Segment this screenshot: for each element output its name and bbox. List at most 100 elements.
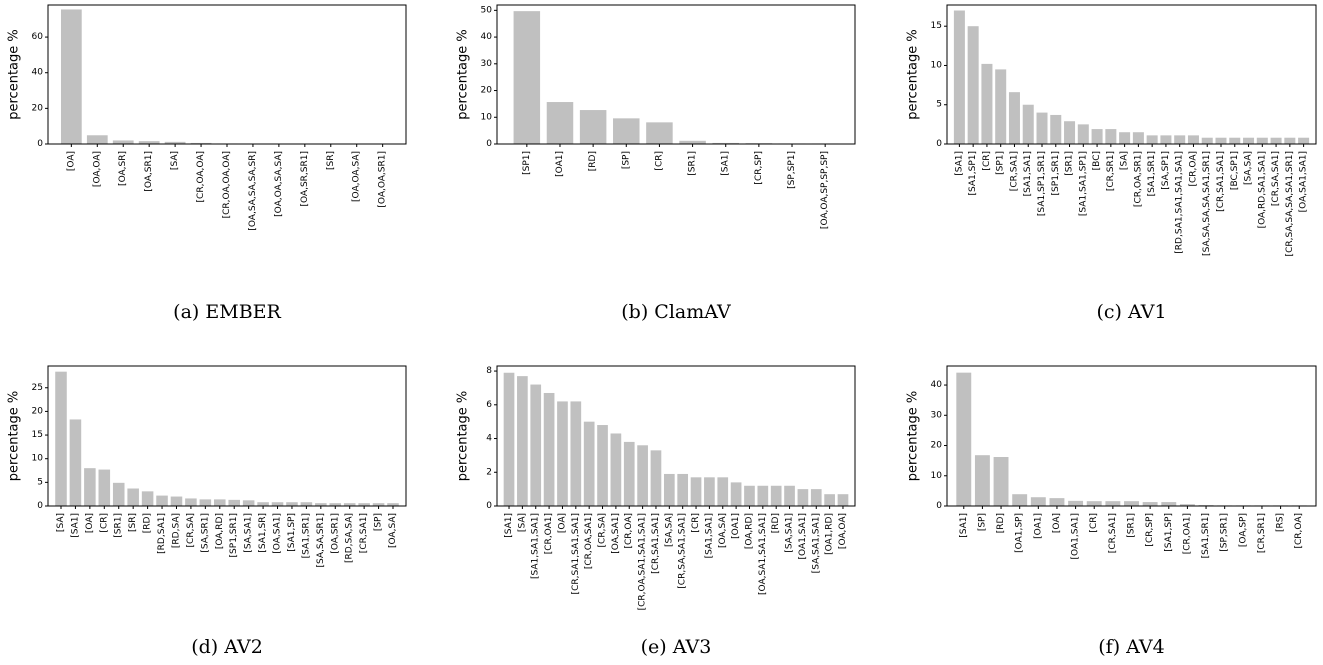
bar: [60, 9, 82, 145]
x-tick-label: [OA,SA]: [718, 513, 728, 548]
y-tick-label: 0: [37, 139, 43, 149]
chart-panel-4: [SA] [SA1] [OA] [CR] [SR1] [SR] [RD] [RD,SA1] [R…: [7, 365, 407, 658]
bar: [744, 485, 755, 506]
bar: [1132, 132, 1144, 144]
x-tick-label: [SA,SA1]: [244, 513, 254, 553]
x-tick-label: [OA,SR1]: [330, 513, 340, 554]
bar: [1142, 502, 1158, 506]
x-tick-label: [SA]: [1120, 151, 1130, 170]
x-tick-label: [CR]: [982, 151, 992, 171]
x-tick-label: [CR]: [99, 513, 109, 533]
x-tick-label: [CR,SA1,SA1,SA1]: [571, 513, 581, 594]
axes-frame: [946, 365, 1317, 507]
y-tick-label: 2: [486, 467, 492, 477]
bar: [271, 502, 284, 506]
bar: [1119, 132, 1131, 144]
bar: [679, 140, 706, 144]
bar: [69, 419, 82, 506]
x-tick-label: [SR1]: [1127, 513, 1137, 538]
x-tick-label: [RD]: [771, 513, 781, 533]
y-tick-label: 10: [32, 454, 44, 464]
y-axis-label: percentage %: [7, 391, 22, 482]
bar: [610, 433, 622, 506]
bar: [315, 503, 327, 506]
bar: [242, 500, 255, 506]
bar: [1105, 129, 1117, 144]
bar: [1086, 501, 1102, 506]
bar: [677, 473, 689, 506]
y-tick-label: 10: [931, 60, 943, 70]
x-tick-label: [OA,SR]: [118, 151, 128, 186]
bar: [1187, 135, 1199, 144]
x-tick-label: [CR,OA,SR1]: [1133, 151, 1143, 207]
bar: [1036, 112, 1048, 144]
y-tick-label: 0: [37, 501, 43, 511]
panel-caption: (d) AV2: [191, 636, 263, 658]
bar: [127, 488, 139, 506]
bar: [953, 10, 965, 144]
bar: [995, 69, 1007, 144]
x-tick-label: [SR1]: [688, 151, 698, 176]
x-tick-label: [OA,SA]: [388, 513, 398, 548]
y-tick-label: 10: [931, 471, 943, 481]
x-tick-label: [CR,OA,OA]: [196, 151, 206, 202]
axes-frame: [496, 365, 856, 507]
bar: [646, 122, 673, 144]
bar: [837, 494, 849, 506]
bar: [1243, 137, 1255, 144]
bar: [712, 142, 739, 144]
bar: [1022, 104, 1034, 144]
x-tick-label: [SP1]: [996, 151, 1006, 175]
y-axis-label: percentage %: [456, 29, 471, 120]
bar: [1161, 502, 1177, 506]
bar: [810, 489, 822, 506]
axes-frame: [496, 4, 856, 145]
y-tick-label: 60: [32, 32, 44, 42]
bar: [214, 499, 226, 506]
x-tick-label: [CR]: [691, 513, 701, 533]
axes-frame: [47, 365, 407, 507]
bar: [190, 142, 212, 144]
x-tick-label: [CR,SA1]: [1009, 151, 1019, 191]
bar: [650, 450, 662, 506]
x-tick-label: [CR,OA,SA1,SA1,SA1]: [638, 513, 648, 610]
x-tick-label: [CR,SP]: [1145, 513, 1155, 547]
bar: [141, 491, 154, 506]
bar: [770, 485, 782, 506]
x-tick-label: [BC]: [1092, 151, 1102, 170]
x-tick-label: [OA,SA1,SA1]: [1299, 151, 1309, 212]
x-tick-label: [OA,OA]: [92, 151, 102, 187]
x-tick-label: [CR]: [1089, 513, 1099, 533]
x-tick-label: [CR,SA]: [186, 513, 196, 547]
y-tick-label: 0: [936, 501, 942, 511]
x-tick-label: [OA]: [85, 513, 95, 533]
x-tick-label: [RD]: [996, 513, 1006, 533]
x-tick-label: [CR,OA1]: [1182, 513, 1192, 554]
y-axis-label: percentage %: [906, 29, 921, 120]
y-tick-label: 4: [486, 434, 492, 444]
x-tick-label: [OA1]: [731, 513, 741, 539]
x-tick-label: [SP]: [977, 513, 987, 531]
panel-caption: (b) ClamAV: [621, 301, 731, 323]
x-tick-label: [SA1,SR1]: [1201, 513, 1211, 558]
x-tick-label: [OA,SA1]: [611, 513, 621, 554]
bar: [164, 141, 186, 144]
x-tick-label: [SA1,SR1]: [301, 513, 311, 558]
bar: [757, 485, 769, 506]
x-tick-label: [SA]: [170, 151, 180, 170]
bar: [784, 485, 795, 506]
x-tick-label: [OA,SP]: [1238, 513, 1248, 547]
x-tick-label: [OA1]: [555, 151, 565, 177]
bar: [1201, 137, 1213, 144]
bar: [637, 445, 648, 506]
y-tick-label: 5: [37, 477, 43, 487]
x-tick-label: [CR,SR1]: [1257, 513, 1267, 553]
x-tick-label: [SR1]: [1065, 151, 1075, 176]
bar: [343, 503, 356, 506]
y-tick-label: 20: [32, 406, 44, 416]
x-tick-label: [SA1]: [954, 151, 964, 176]
bar: [974, 455, 990, 506]
x-tick-label: [RD]: [588, 151, 598, 171]
x-tick-label: [CR,SA,SA,SA,SA1,SR1]: [1285, 151, 1295, 256]
x-tick-label: [CR,OA]: [624, 513, 634, 549]
